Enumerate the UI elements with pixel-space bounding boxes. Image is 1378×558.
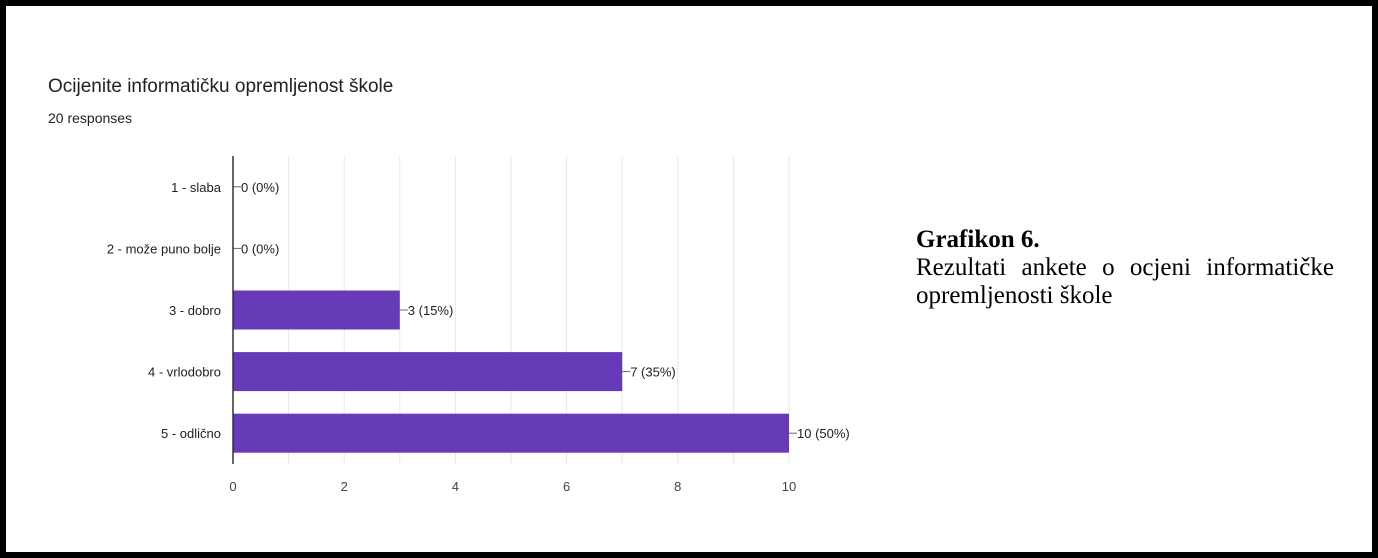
- data-label: 7 (35%): [630, 365, 676, 380]
- chart-title: Ocijenite informatičku opremljenost škol…: [48, 76, 394, 97]
- data-label: 10 (50%): [797, 426, 850, 441]
- x-tick-label: 2: [341, 479, 348, 494]
- x-tick-label: 4: [452, 479, 459, 494]
- x-tick-label: 10: [782, 479, 796, 494]
- bar: [233, 352, 623, 392]
- data-label: 3 (15%): [408, 303, 454, 318]
- category-label: 4 - vrlodobro: [148, 365, 221, 380]
- category-label: 2 - može puno bolje: [107, 241, 221, 256]
- category-label: 3 - dobro: [169, 303, 221, 318]
- chart-subtitle: 20 responses: [48, 110, 133, 126]
- figure-caption: Grafikon 6. Rezultati ankete o ocjeni in…: [916, 226, 1334, 310]
- data-label: 0 (0%): [241, 241, 279, 256]
- bar-chart: 0 2 4 6 8 10 1 - slaba 0 (0%) 2 - može puno bolj…: [107, 156, 850, 494]
- caption-title: Grafikon 6.: [916, 226, 1040, 253]
- x-tick-label: 6: [563, 479, 570, 494]
- caption-text: Rezultati ankete o ocjeni informatičke o…: [916, 254, 1334, 309]
- category-label: 1 - slaba: [171, 180, 222, 195]
- x-tick-label: 8: [674, 479, 681, 494]
- bar: [233, 290, 400, 330]
- category-label: 5 - odlično: [161, 426, 221, 441]
- bar: [233, 413, 789, 453]
- data-label: 0 (0%): [241, 180, 279, 195]
- x-tick-label: 0: [229, 479, 236, 494]
